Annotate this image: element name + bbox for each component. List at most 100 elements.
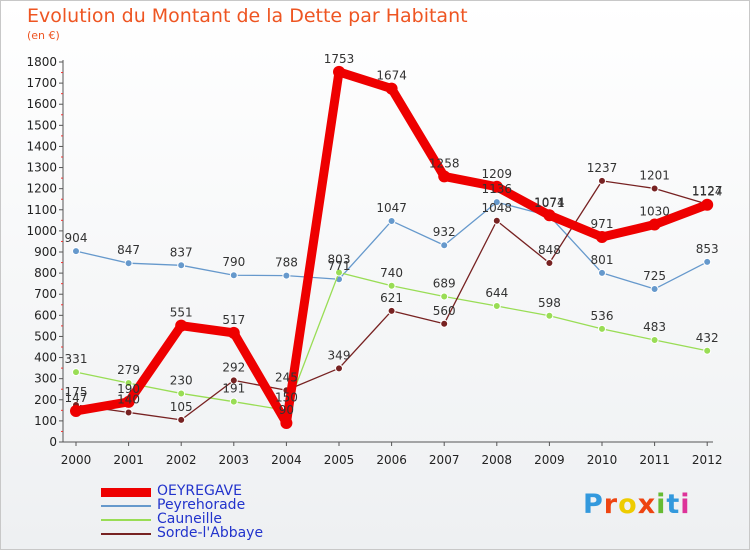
y-tick-label: 1500 [26, 118, 57, 132]
y-tick-label: 1600 [26, 97, 57, 111]
y-tick-label: 600 [34, 308, 57, 322]
data-point [490, 180, 503, 193]
data-label: 725 [643, 269, 666, 283]
data-point [650, 284, 659, 293]
data-label: 1124 [692, 185, 723, 199]
data-point [229, 376, 238, 385]
data-label: 904 [65, 231, 88, 245]
data-point [122, 395, 135, 408]
data-point [492, 198, 501, 207]
data-label: 551 [170, 306, 193, 320]
data-point [387, 281, 396, 290]
legend-swatch [101, 519, 151, 521]
y-tick-label: 200 [34, 393, 57, 407]
data-label: 1258 [429, 156, 460, 170]
data-point [175, 319, 188, 332]
legend-swatch [101, 533, 151, 535]
data-label: 1136 [482, 182, 513, 196]
data-point [387, 306, 396, 315]
data-point [598, 324, 606, 333]
data-label: 1074 [534, 195, 565, 209]
data-point [177, 389, 186, 398]
data-point [596, 231, 608, 244]
data-point [227, 326, 240, 339]
data-point [124, 259, 133, 268]
data-point [545, 258, 554, 267]
data-point [703, 257, 712, 266]
data-label: 801 [591, 253, 614, 267]
data-label: 245 [275, 370, 298, 384]
data-point [543, 209, 556, 222]
data-label: 740 [380, 266, 403, 280]
y-tick-label: 1400 [26, 139, 57, 153]
data-point [70, 404, 82, 417]
data-label: 1209 [482, 167, 513, 181]
data-label: 1674 [376, 69, 407, 83]
data-label: 644 [485, 286, 508, 300]
legend-label: Peyrehorade [157, 497, 246, 513]
data-label: 292 [222, 360, 245, 374]
data-label: 483 [643, 320, 666, 334]
x-tick-label: 2011 [639, 453, 670, 467]
y-tick-label: 1700 [26, 76, 57, 90]
data-label: 1201 [639, 168, 670, 182]
x-tick-label: 2008 [482, 453, 513, 467]
data-point [598, 268, 606, 277]
data-label: 1753 [324, 52, 355, 66]
data-label: 1047 [376, 201, 407, 215]
data-point [333, 65, 345, 78]
data-point [650, 184, 659, 193]
data-point [598, 176, 606, 185]
y-tick-label: 400 [34, 351, 57, 365]
data-label: 560 [433, 304, 456, 318]
data-label: 175 [65, 385, 88, 399]
legend-swatch [101, 487, 151, 497]
data-point [124, 379, 133, 388]
data-label: 1127 [692, 184, 723, 198]
data-point [650, 336, 659, 345]
x-tick-label: 2002 [166, 453, 197, 467]
data-label: 150 [275, 390, 298, 404]
data-point [703, 346, 712, 355]
data-label: 847 [117, 243, 140, 257]
y-tick-label: 100 [34, 414, 57, 428]
data-label: 191 [222, 382, 245, 396]
data-label: 771 [328, 259, 351, 273]
x-tick-label: 2006 [376, 453, 407, 467]
data-point [648, 218, 661, 231]
data-label: 190 [117, 382, 140, 396]
data-label: 279 [117, 363, 140, 377]
data-point [492, 302, 501, 311]
data-label: 90 [279, 403, 294, 417]
data-label: 140 [117, 392, 140, 406]
x-tick-label: 2009 [534, 453, 565, 467]
data-label: 971 [591, 217, 614, 231]
data-label: 932 [433, 225, 456, 239]
y-tick-label: 900 [34, 245, 57, 259]
data-label: 536 [591, 309, 614, 323]
data-point [438, 170, 451, 183]
data-label: 689 [433, 277, 456, 291]
data-label: 517 [222, 313, 245, 327]
data-label: 230 [170, 373, 193, 387]
data-label: 1071 [534, 196, 565, 210]
y-tick-label: 0 [49, 435, 57, 449]
data-label: 621 [380, 291, 403, 305]
data-point [492, 216, 501, 225]
data-label: 848 [538, 243, 561, 257]
data-point [124, 408, 133, 417]
data-point [440, 319, 449, 328]
data-label: 790 [222, 255, 245, 269]
data-label: 147 [65, 391, 88, 405]
data-label: 349 [328, 348, 351, 362]
x-tick-label: 2001 [113, 453, 144, 467]
data-label: 837 [170, 245, 193, 259]
x-tick-label: 2007 [429, 453, 460, 467]
y-tick-label: 1000 [26, 224, 57, 238]
data-point [280, 417, 293, 429]
legend-label: Sorde-l'Abbaye [157, 525, 264, 541]
data-point [72, 368, 80, 377]
data-point [72, 247, 80, 256]
